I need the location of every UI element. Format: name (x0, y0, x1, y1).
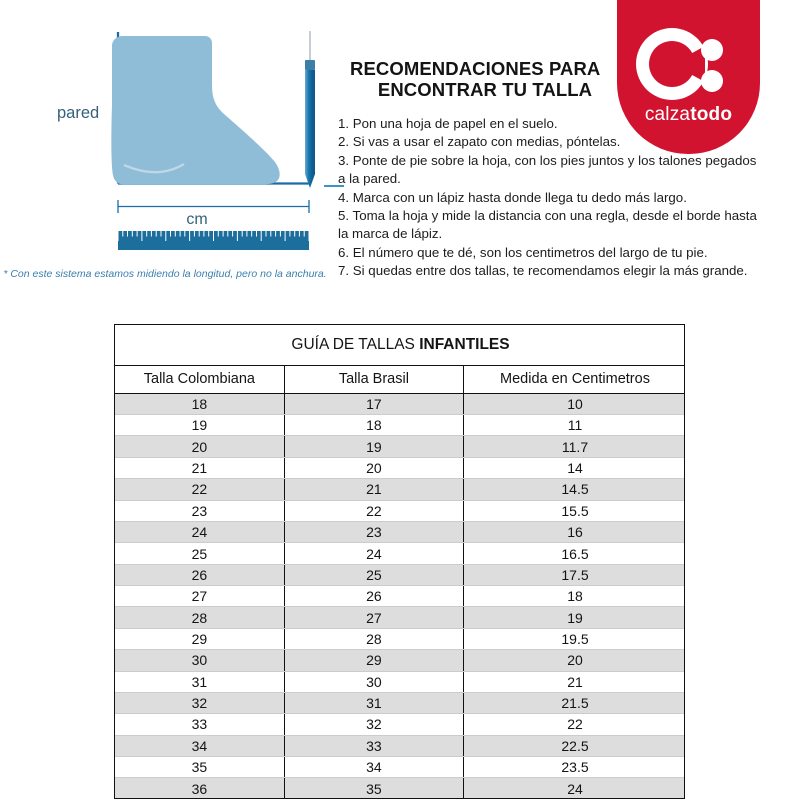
svg-text:* Con este sistema estamos mid: * Con este sistema estamos midiendo la l… (3, 268, 326, 280)
svg-text:pared: pared (57, 104, 99, 122)
svg-text:cm: cm (186, 211, 207, 228)
